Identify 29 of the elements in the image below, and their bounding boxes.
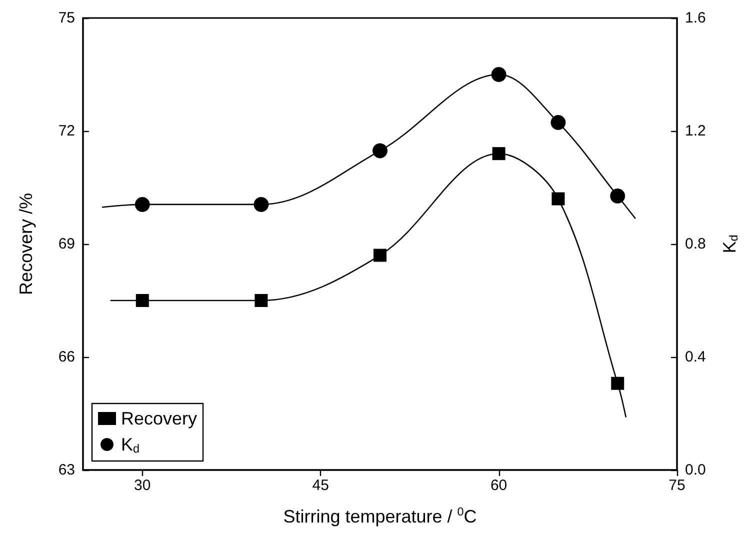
- point: [254, 196, 269, 212]
- y2-tick-label: 0.8: [685, 236, 706, 252]
- point: [136, 294, 149, 307]
- y-tick-label: 72: [58, 122, 75, 140]
- y2-tick-label: 0.4: [685, 348, 706, 366]
- x-tick-label: 45: [312, 477, 329, 494]
- legend-label: Recovery: [121, 408, 198, 428]
- x-tick-label: 30: [134, 477, 151, 494]
- y-axis-title: Recovery /%: [16, 192, 36, 296]
- y2-axis-title: Kd: [720, 234, 740, 254]
- y2-tick-label: 0.0: [685, 462, 706, 478]
- point: [134, 196, 150, 212]
- point: [552, 192, 565, 206]
- point: [550, 115, 566, 130]
- y2-tick-label: 1.2: [685, 122, 706, 140]
- point: [492, 147, 506, 160]
- y2-tick-label: 1.6: [685, 10, 706, 26]
- x-tick-label: 75: [668, 477, 686, 494]
- x-tick-label: 60: [490, 477, 508, 494]
- y-tick-label: 75: [58, 10, 75, 26]
- point: [372, 143, 388, 158]
- point: [491, 67, 506, 82]
- point: [374, 248, 386, 262]
- y-tick-label: 69: [58, 236, 75, 252]
- point: [254, 294, 268, 307]
- point: [610, 188, 626, 204]
- y-tick-label: 63: [58, 462, 75, 478]
- y-tick-label: 66: [58, 348, 75, 366]
- point: [611, 376, 624, 390]
